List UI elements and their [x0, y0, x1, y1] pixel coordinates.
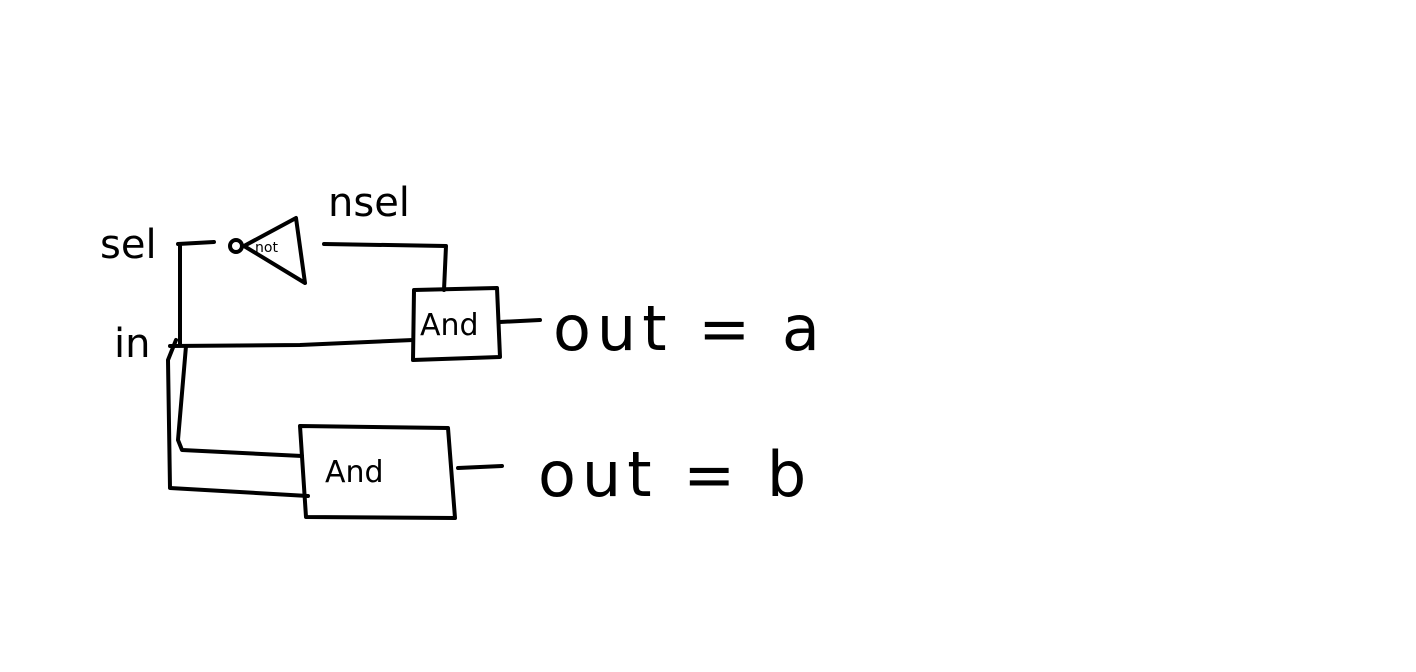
- sel-label: sel: [100, 222, 157, 268]
- out-b-label: out = b: [538, 438, 812, 511]
- and-bottom-label: And: [325, 455, 384, 490]
- not-bubble: [228, 238, 244, 254]
- out-a-label: out = a: [553, 292, 826, 365]
- not-gate: not: [228, 216, 307, 285]
- and-bottom-box: [298, 424, 457, 520]
- in-wire-bottom-inner: [176, 344, 304, 458]
- and-top-label: And: [420, 308, 479, 343]
- in-wire-top: [168, 338, 415, 348]
- not-triangle: [242, 216, 307, 285]
- and-top-box: [411, 286, 502, 362]
- in-label: in: [114, 321, 150, 367]
- sel-wire: [176, 240, 216, 246]
- and-gate-bottom: And: [298, 424, 457, 520]
- in-wire-bottom-outer: [166, 338, 310, 498]
- nsel-label: nsel: [328, 180, 410, 226]
- out-b-wire: [456, 464, 504, 470]
- and-gate-top: And: [411, 286, 502, 362]
- nsel-wire: [322, 242, 448, 292]
- not-gate-label: not: [255, 240, 278, 256]
- out-a-wire: [498, 318, 542, 324]
